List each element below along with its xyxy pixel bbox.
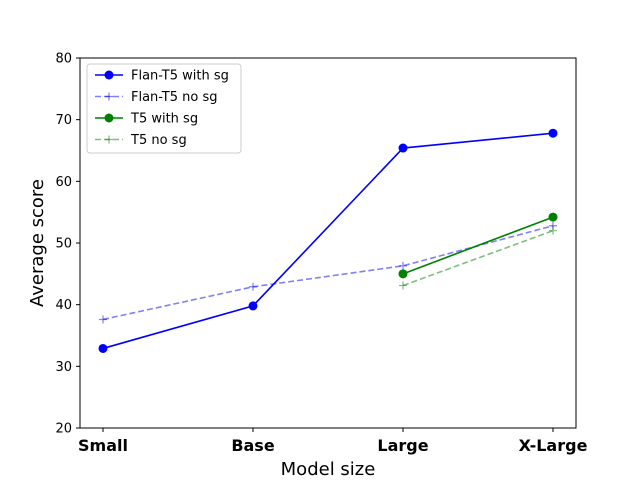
data-point [549,226,557,235]
x-axis: Small Base Large X-Large [78,428,588,455]
series-0 [98,128,558,353]
data-point [249,282,257,291]
legend: Flan-T5 with sg Flan-T5 no sg T5 with sg T5… [86,63,242,154]
x-tick-label: Large [377,436,428,455]
y-tick-label: 30 [55,360,72,375]
x-axis-title: Model size [281,459,376,480]
legend-label: Flan-T5 no sg [131,90,218,105]
legend-marker [105,92,113,101]
data-point [548,212,558,222]
data-point [98,343,108,353]
data-point [548,128,558,138]
y-tick-label: 80 [55,52,72,67]
series-layer [98,128,558,353]
series-3 [399,226,557,290]
legend-label: Flan-T5 with sg [131,69,229,84]
data-point [399,261,407,270]
data-point [99,315,107,324]
y-tick-label: 50 [55,237,72,252]
y-tick-label: 40 [55,298,72,313]
legend-frame [86,63,242,154]
y-tick-label: 20 [55,422,72,437]
legend-label: T5 no sg [130,133,187,148]
y-axis: 20 30 40 50 60 70 80 [55,52,80,437]
y-tick-label: 60 [55,175,72,190]
data-point [398,143,408,153]
series-line [402,216,554,275]
legend-label: T5 with sg [130,112,198,127]
data-point [248,301,258,311]
data-point [398,269,408,279]
series-2 [398,212,558,279]
y-axis-title: Average score [27,179,48,307]
legend-marker [104,113,114,123]
x-tick-label: Base [231,436,275,455]
legend-marker [105,135,113,144]
x-tick-label: Small [78,436,128,455]
x-tick-label: X-Large [519,436,588,455]
legend-marker [104,70,114,80]
data-point [399,281,407,290]
series-line [102,132,554,350]
y-tick-label: 70 [55,113,72,128]
